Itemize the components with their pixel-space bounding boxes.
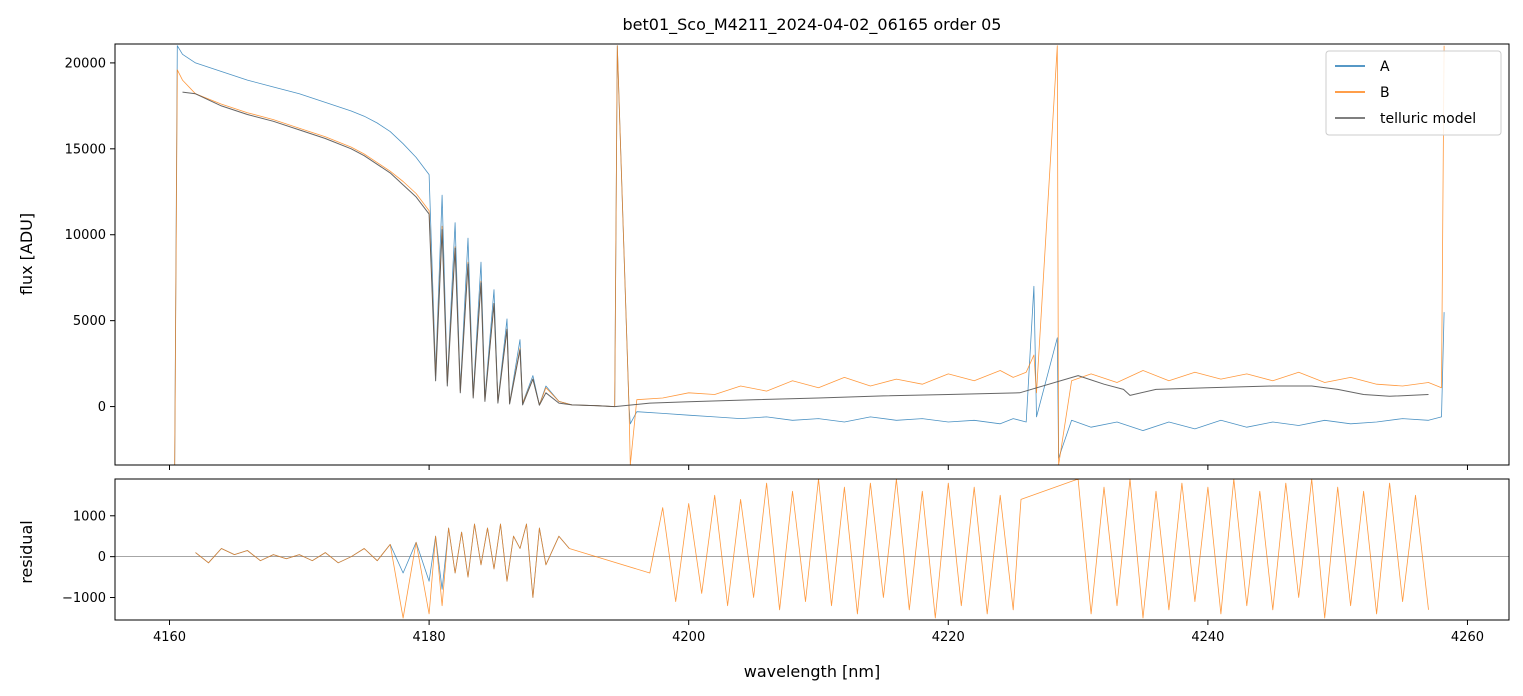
residual-x-tick-label: 4160 <box>153 630 186 645</box>
legend-frame <box>1325 50 1502 136</box>
residual-y-tick-label: −1000 <box>62 591 106 606</box>
flux-series-telluric-model <box>182 91 1429 408</box>
residual-x-tick-label: 4240 <box>1191 630 1224 645</box>
flux-y-tick-label: 15000 <box>65 142 106 157</box>
residual-axes-frame <box>114 478 1510 621</box>
flux-y-tick-label: 20000 <box>65 56 106 71</box>
flux-y-tick-label: 5000 <box>73 314 106 329</box>
residual-x-tick-label: 4200 <box>672 630 705 645</box>
flux-axes-frame <box>114 43 1510 466</box>
x-axis-title: wavelength [nm] <box>744 662 881 681</box>
residual-y-tick-label: 1000 <box>73 509 106 524</box>
flux-y-tick-label: 10000 <box>65 228 106 243</box>
flux-series-b <box>174 45 1445 465</box>
residual-y-tick-label: 0 <box>98 550 106 565</box>
flux-y-axis-title: flux [ADU] <box>17 213 36 295</box>
chart-title: bet01_Sco_M4211_2024-04-02_06165 order 0… <box>623 15 1002 35</box>
residual-x-tick-label: 4220 <box>932 630 965 645</box>
legend-label-b: B <box>1380 85 1390 101</box>
legend: A B telluric model <box>1325 50 1502 136</box>
flux-panel: 0 5000 10000 15000 20000 flux [ADU] A B tell… <box>17 43 1510 470</box>
legend-label-a: A <box>1380 59 1390 75</box>
residual-x-tick-label: 4180 <box>413 630 446 645</box>
flux-plot-area <box>174 45 1445 465</box>
residual-y-ticks: −1000 0 1000 <box>62 509 115 606</box>
legend-label-telluric: telluric model <box>1380 111 1476 127</box>
residual-x-ticks: 4160 4180 4200 4220 4240 4260 <box>153 620 1484 645</box>
residual-x-tick-label: 4260 <box>1451 630 1484 645</box>
residual-series-b <box>195 479 1429 619</box>
residual-panel: 4160 4180 4200 4220 4240 4260 −1000 0 1000 resi… <box>17 478 1510 681</box>
residual-y-axis-title: residual <box>17 520 36 583</box>
flux-x-ticks <box>169 465 1468 470</box>
flux-y-ticks: 0 5000 10000 15000 20000 <box>65 56 115 415</box>
residual-plot-area <box>115 479 1509 619</box>
flux-y-tick-label: 0 <box>98 400 106 415</box>
